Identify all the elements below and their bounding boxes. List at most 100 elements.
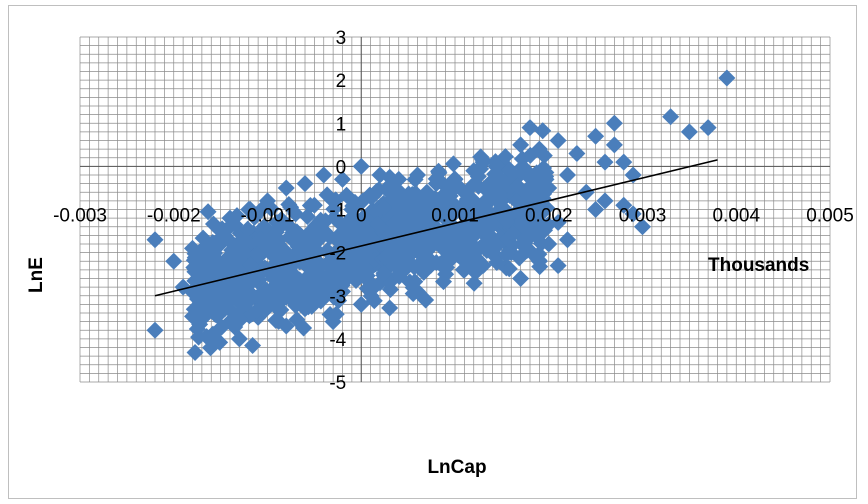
- data-point: [216, 276, 234, 294]
- data-point: [190, 328, 208, 346]
- data-point: [362, 287, 380, 305]
- data-point: [559, 231, 576, 249]
- y-tick-label: -2: [329, 244, 346, 265]
- data-point: [277, 179, 295, 197]
- data-point: [549, 257, 567, 275]
- data-point: [521, 146, 539, 164]
- data-point: [596, 192, 614, 210]
- data-point: [301, 196, 319, 214]
- data-point: [375, 198, 393, 216]
- data-point: [282, 198, 300, 216]
- data-point: [587, 127, 605, 145]
- y-tick-label: 0: [336, 157, 347, 178]
- data-point: [521, 119, 539, 137]
- data-point: [699, 119, 717, 137]
- data-point: [528, 215, 546, 233]
- data-point: [239, 220, 257, 238]
- data-point: [512, 136, 530, 154]
- data-point: [245, 208, 263, 226]
- data-point: [249, 246, 267, 264]
- data-point: [235, 274, 253, 292]
- data-point: [329, 212, 347, 230]
- data-point: [381, 299, 399, 317]
- data-point: [402, 224, 420, 242]
- data-point: [320, 283, 338, 301]
- data-point: [455, 261, 473, 279]
- data-point: [284, 224, 302, 242]
- data-point: [317, 212, 335, 230]
- data-point: [342, 213, 360, 231]
- data-point: [263, 237, 281, 255]
- data-point: [330, 292, 348, 310]
- data-point: [146, 321, 164, 339]
- data-point: [535, 159, 553, 177]
- data-point: [500, 161, 518, 179]
- data-point: [225, 314, 243, 332]
- data-point: [510, 249, 528, 267]
- data-point: [199, 203, 217, 221]
- data-point: [303, 297, 321, 315]
- data-point: [521, 227, 539, 245]
- data-point: [406, 171, 424, 189]
- data-point: [186, 344, 204, 362]
- data-point: [408, 242, 426, 260]
- data-point: [295, 319, 313, 337]
- y-tick-label: 1: [336, 114, 347, 135]
- data-point: [288, 294, 306, 312]
- data-point: [605, 136, 623, 154]
- data-point: [509, 178, 527, 196]
- data-point: [204, 233, 222, 251]
- data-point: [418, 242, 436, 260]
- data-point: [596, 153, 614, 171]
- y-tick-label: 2: [336, 71, 347, 92]
- data-point: [718, 69, 736, 87]
- data-point: [381, 281, 399, 299]
- data-point: [364, 187, 382, 205]
- data-point: [277, 245, 295, 263]
- data-point: [504, 224, 522, 242]
- data-point: [352, 295, 370, 313]
- data-point: [615, 153, 633, 171]
- data-point: [443, 193, 461, 211]
- data-point: [568, 144, 586, 162]
- x-tick-label: 0.003: [619, 205, 667, 226]
- data-point: [624, 205, 642, 223]
- data-point: [257, 300, 275, 318]
- data-point: [422, 253, 440, 271]
- x-tick-label: -0.002: [147, 205, 201, 226]
- data-point: [587, 201, 605, 218]
- data-point: [417, 291, 435, 309]
- data-point: [383, 190, 401, 208]
- data-point: [201, 289, 219, 307]
- data-point: [491, 187, 509, 205]
- data-point: [434, 273, 452, 291]
- x-tick-labels: -0.003 -0.002 -0.001 0 0.001 0.002 0.003 0.004 0…: [53, 205, 854, 226]
- data-point: [234, 244, 252, 262]
- data-point: [496, 148, 514, 166]
- data-point: [404, 285, 422, 303]
- data-point: [605, 114, 623, 132]
- data-point: [218, 229, 236, 247]
- data-point: [453, 243, 471, 261]
- data-point: [165, 252, 183, 270]
- x-tick-label: 0.002: [525, 205, 573, 226]
- data-point: [385, 256, 403, 274]
- y-tick-label: -5: [329, 373, 346, 394]
- x-tick-label: 0: [356, 205, 367, 226]
- x-axis-title: LnCap: [427, 457, 486, 478]
- data-point: [436, 252, 454, 270]
- data-point: [527, 248, 545, 266]
- data-point: [291, 271, 309, 289]
- data-point: [435, 205, 453, 223]
- data-point: [427, 170, 445, 188]
- data-point: [483, 215, 501, 233]
- data-point: [312, 229, 330, 247]
- data-point: [446, 231, 464, 249]
- data-point: [401, 208, 419, 226]
- data-point: [237, 232, 255, 250]
- data-point: [278, 275, 296, 293]
- data-point: [662, 108, 680, 126]
- data-point: [193, 244, 211, 262]
- data-point: [559, 166, 576, 184]
